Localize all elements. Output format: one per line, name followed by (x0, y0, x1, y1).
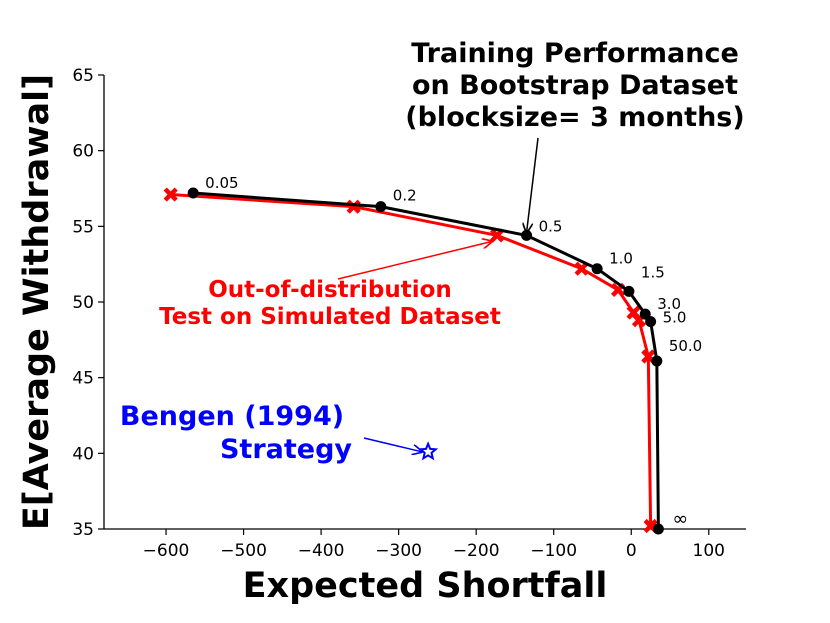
x-marker-stroke (626, 305, 641, 320)
annotation-line: Training Performance (411, 38, 739, 69)
series-layer (163, 187, 664, 535)
annotation-line: Test on Simulated Dataset (159, 304, 501, 330)
x-tick-label: −300 (375, 541, 422, 561)
point-label: 1.5 (641, 263, 665, 281)
series-line-training (193, 191, 660, 530)
x-marker-stroke (641, 349, 656, 364)
bengen-star-marker (418, 441, 439, 461)
annotation-line: Strategy (220, 434, 352, 465)
circle-marker-training (652, 523, 664, 535)
x-marker-stroke (346, 199, 361, 214)
x-tick-label: −200 (453, 541, 500, 561)
point-label: 1.0 (609, 250, 633, 268)
x-axis-label: Expected Shortfall (243, 566, 608, 606)
y-tick-label: 60 (72, 142, 94, 162)
point-label: 5.0 (663, 309, 687, 327)
circle-marker-training (651, 355, 663, 367)
x-marker-simulated (163, 187, 178, 202)
series-line-simulated (170, 193, 653, 526)
x-tick-label: 100 (693, 541, 725, 561)
x-tick-label: −100 (530, 541, 577, 561)
x-tick-label: 0 (626, 541, 637, 561)
annotation-line: on Bootstrap Dataset (412, 70, 738, 101)
y-tick-label: 50 (72, 293, 94, 313)
ticks: −600 −500 −400 −300 −200 −100 0 100 35 40 45 50 55 60… (72, 66, 725, 561)
x-marker-stroke (643, 518, 658, 534)
annotation-line: Out-of-distribution (208, 277, 452, 303)
circle-marker-training (375, 201, 387, 213)
annotation-line: (blocksize= 3 months) (405, 102, 744, 133)
point-label: 3.0 (657, 295, 681, 313)
x-marker-simulated (574, 261, 589, 276)
y-tick-label: 65 (72, 66, 94, 86)
point-label: 0.5 (539, 217, 563, 235)
circle-marker-training (623, 285, 635, 297)
point-labels: 0.05 0.2 0.5 1.0 1.5 3.05.0 50.0 ∞ (205, 174, 702, 530)
y-axis-label: E[Average Withdrawal] (17, 74, 57, 530)
annotation-arrow (363, 437, 422, 452)
y-tick-label: 45 (72, 369, 94, 389)
point-label: 0.05 (205, 174, 238, 192)
y-tick-label: 40 (72, 444, 94, 464)
annotation-arrow (337, 241, 492, 280)
circle-marker-training (591, 263, 603, 275)
x-marker-stroke (574, 261, 589, 276)
x-tick-label: −400 (298, 541, 345, 561)
y-tick-label: 55 (72, 217, 94, 237)
y-tick-label: 35 (72, 520, 94, 540)
x-tick-label: −600 (143, 541, 190, 561)
x-marker-stroke (163, 187, 178, 202)
annotation-line: Bengen (1994) (120, 401, 344, 432)
circle-marker-training (639, 308, 651, 320)
point-label: 50.0 (669, 337, 702, 355)
annotation-arrow (527, 137, 539, 232)
circle-marker-training (187, 187, 199, 199)
x-tick-label: −500 (220, 541, 267, 561)
circle-marker-training (645, 316, 657, 328)
point-label: ∞ (672, 508, 688, 530)
point-label: 0.2 (393, 187, 417, 205)
